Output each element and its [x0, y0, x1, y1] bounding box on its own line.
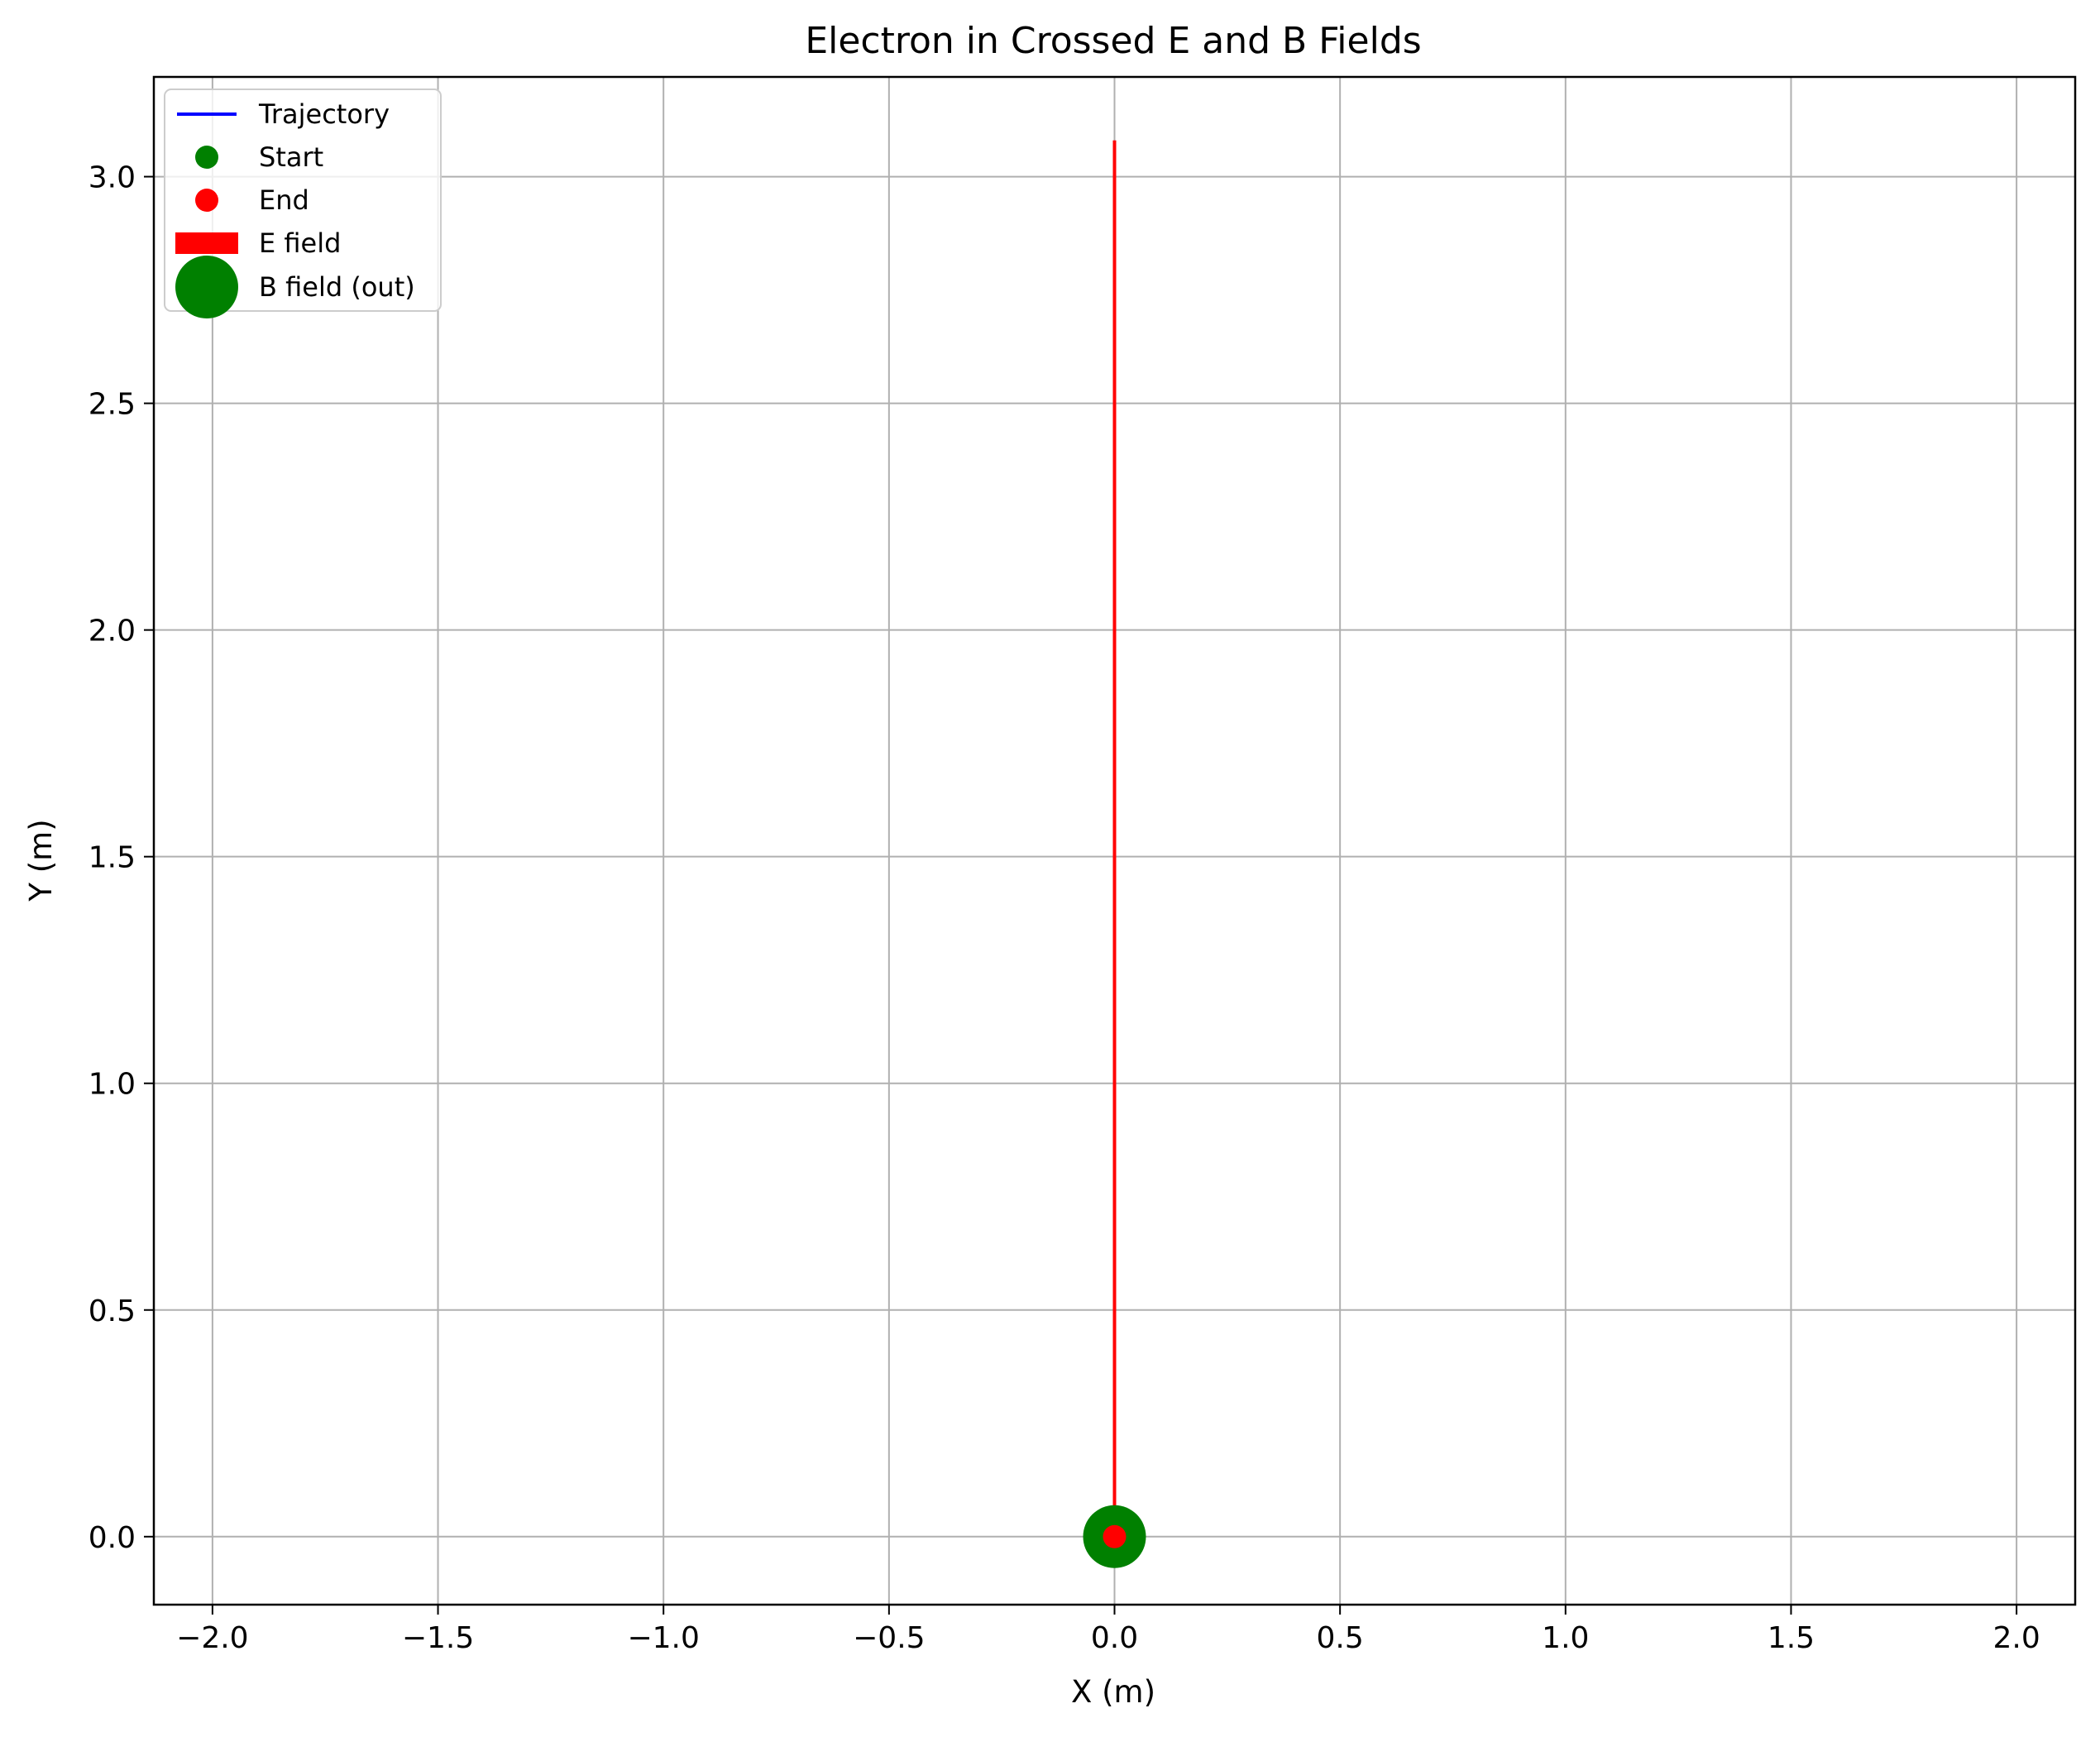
- legend: Trajectory Start End E field B field (out): [164, 89, 442, 318]
- x-tick-label: 0.0: [1091, 1621, 1138, 1655]
- x-tick-label: 0.5: [1317, 1621, 1364, 1655]
- x-axis-title: X (m): [1071, 1674, 1155, 1710]
- legend-end-label: End: [259, 184, 309, 216]
- y-tick-label: 1.5: [88, 841, 136, 875]
- e-field-arrow: [1112, 140, 1117, 1537]
- x-tick-label: 2.0: [1992, 1621, 2040, 1655]
- legend-box: [164, 89, 442, 312]
- chart-title: Electron in Crossed E and B Fields: [805, 20, 1421, 62]
- legend-trajectory-label: Trajectory: [258, 98, 390, 130]
- y-axis-title: Y (m): [23, 819, 59, 902]
- y-tick-label: 2.5: [88, 388, 136, 422]
- y-tick-label: 0.5: [88, 1294, 136, 1328]
- legend-e-field-label: E field: [259, 227, 341, 259]
- plot-data: [1083, 140, 1146, 1568]
- x-tick-label: −2.0: [176, 1621, 248, 1655]
- legend-b-field-out-label: B field (out): [259, 271, 415, 303]
- legend-start-label: Start: [259, 141, 323, 173]
- x-tick-label: 1.5: [1768, 1621, 1815, 1655]
- y-tick-label: 3.0: [88, 161, 136, 195]
- x-tick-label: 1.0: [1542, 1621, 1589, 1655]
- legend-b-field-out-swatch: [175, 256, 238, 318]
- legend-end-swatch: [195, 189, 218, 212]
- legend-e-field-swatch: [175, 232, 238, 254]
- x-tick-label: −0.5: [853, 1621, 925, 1655]
- legend-start-swatch: [195, 146, 218, 169]
- end-point: [1103, 1524, 1127, 1548]
- x-tick-label: −1.5: [402, 1621, 474, 1655]
- x-tick-label: −1.0: [627, 1621, 699, 1655]
- y-tick-label: 2.0: [88, 615, 136, 648]
- y-tick-label: 1.0: [88, 1068, 136, 1102]
- axis-ticks: −2.0 −1.5 −1.0 −0.5 0.0 0.5 1.0 1.5 2.0 0.0 0.5 1.0…: [88, 161, 2040, 1655]
- y-tick-label: 0.0: [88, 1521, 136, 1555]
